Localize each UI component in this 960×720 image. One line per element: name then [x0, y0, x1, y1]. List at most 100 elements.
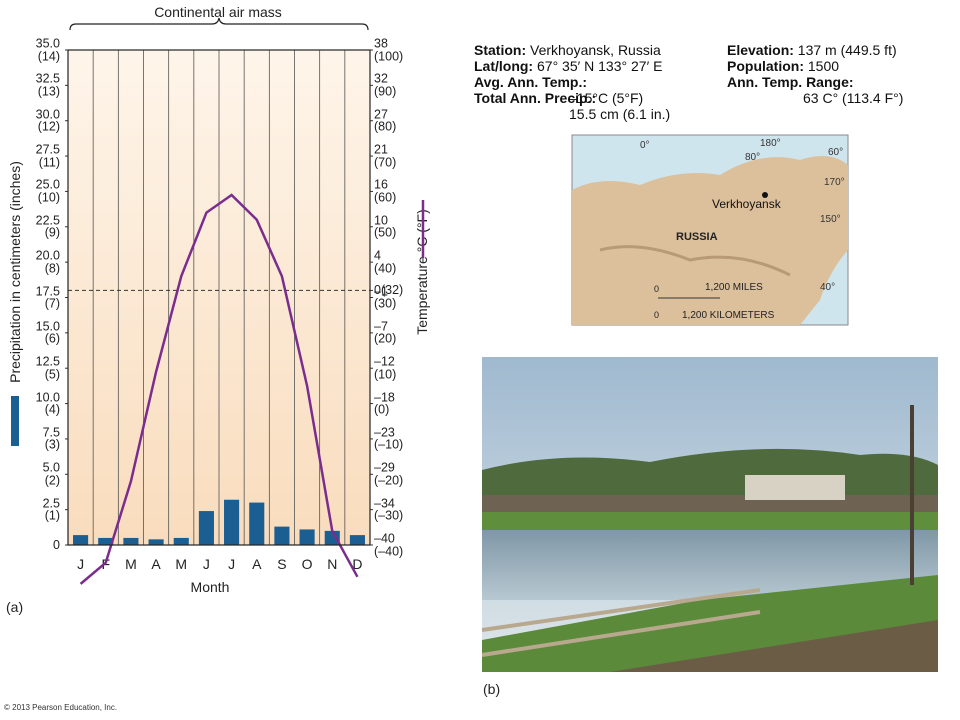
station-value: 15.5 cm (6.1 in.) — [569, 106, 671, 122]
bar — [173, 537, 189, 545]
station-label: Station: — [474, 42, 527, 58]
temperature-line — [79, 193, 359, 585]
bar — [299, 529, 315, 545]
station-label: Total Ann. Precip.: — [474, 90, 597, 106]
station-label: Elevation: — [727, 42, 794, 58]
copyright: © 2013 Pearson Education, Inc. — [4, 703, 117, 712]
map — [571, 134, 849, 326]
station-row: Avg. Ann. Temp.: — [474, 74, 587, 90]
x-tick-label: N — [327, 556, 337, 572]
x-axis-label: Month — [191, 579, 230, 595]
map-grid-label: 170° — [824, 177, 845, 188]
map-grid-label: 80° — [745, 152, 760, 163]
photo-bank — [482, 512, 938, 532]
y2-tick-label: –40 (–40) — [374, 531, 404, 558]
y-tick-label: 17.5 (7) — [35, 284, 60, 311]
y2-tick-label: –23 (–10) — [374, 425, 404, 452]
map-grid-label: 150° — [820, 214, 841, 225]
y2-tick-label: –29 (–20) — [374, 460, 404, 488]
map-scale-zero: 0 — [654, 284, 659, 294]
map-grid-label: 0° — [640, 140, 650, 151]
bar — [123, 537, 139, 545]
station-value: 1500 — [807, 58, 840, 74]
y2-tick-label: –1 (30) — [374, 284, 397, 311]
map-city-dot — [762, 192, 768, 198]
map-grid-label: 40° — [820, 282, 835, 293]
station-label: Population: — [727, 58, 804, 74]
y-tick-label: 20.0 (8) — [35, 248, 60, 276]
map-city: Verkhoyansk — [712, 197, 782, 211]
plot-frame — [67, 49, 371, 546]
y-tick-label: 12.5 (5) — [35, 354, 60, 382]
bar — [349, 535, 365, 545]
station-value: Verkhoyansk, Russia — [530, 42, 661, 58]
y2-tick-label: 16 (60) — [374, 177, 397, 205]
station-row: Station: Verkhoyansk, Russia — [474, 42, 661, 58]
y2-tick-label: 32 (90) — [374, 71, 397, 99]
photo-house — [745, 475, 845, 500]
y2-tick-label: –7 (20) — [374, 319, 397, 346]
y2-tick-label: 27 (80) — [374, 107, 397, 134]
panel-label: (b) — [483, 681, 500, 697]
y-tick-label: 7.5 (3) — [42, 425, 60, 452]
brace — [69, 17, 369, 31]
y2-tick-label: 38 (100) — [374, 36, 404, 63]
photo-path — [610, 620, 938, 672]
y2-axis-label: Temperature °C (°F) — [414, 209, 430, 335]
bar — [274, 526, 290, 545]
y-tick-label: 10.0 (4) — [35, 390, 60, 417]
map-scale-miles: 1,200 MILES — [705, 282, 763, 293]
x-tick-label: J — [77, 556, 84, 572]
x-tick-label: A — [151, 556, 161, 572]
y2-tick-label: –34 (–30) — [374, 496, 404, 523]
y2-tick-label: 4 (40) — [374, 248, 397, 276]
map-land — [572, 156, 848, 325]
photo — [481, 357, 938, 672]
bar — [249, 502, 265, 545]
station-label: Lat/long: — [474, 58, 534, 74]
x-tick-label: J — [228, 556, 235, 572]
precip-legend-key — [11, 396, 19, 446]
map-country: RUSSIA — [676, 231, 718, 243]
y-tick-label: 32.5 (13) — [35, 71, 60, 99]
photo-fence — [481, 588, 761, 657]
y-tick-label: 25.0 (10) — [35, 177, 60, 205]
station-row: Ann. Temp. Range: — [727, 74, 854, 90]
map-relief — [599, 245, 791, 277]
y2-tick-label: 0(32) — [374, 283, 404, 298]
photo-village — [482, 495, 938, 513]
bar — [324, 530, 340, 545]
y-tick-label: 0 — [53, 537, 60, 552]
bar — [224, 499, 240, 545]
station-row: Elevation: 137 m (449.5 ft) — [727, 42, 897, 58]
bar — [148, 539, 164, 545]
x-tick-label: M — [175, 556, 187, 572]
x-tick-label: S — [277, 556, 286, 572]
x-tick-label: M — [125, 556, 137, 572]
station-label: Avg. Ann. Temp.: — [474, 74, 588, 90]
map-scale-zero: 0 — [654, 310, 659, 320]
bar — [98, 537, 114, 545]
y-tick-label: 2.5 (1) — [42, 496, 60, 523]
station-value: –15°C (5°F) — [569, 90, 644, 106]
y-tick-label: 5.0 (2) — [42, 460, 60, 488]
y-tick-label: 15.0 (6) — [35, 319, 60, 346]
y-axis-label: Precipitation in centimeters (inches) — [7, 161, 23, 383]
x-tick-label: A — [252, 556, 262, 572]
station-row: Total Ann. Precip.: — [474, 90, 596, 106]
map-scale-km: 1,200 KILOMETERS — [682, 310, 775, 321]
y2-tick-label: 21 (70) — [374, 142, 397, 170]
bar — [198, 511, 214, 545]
map-grid-label: 180° — [760, 138, 781, 149]
bar — [73, 535, 89, 545]
map-grid-label: 60° — [828, 147, 843, 158]
station-row: Lat/long: 67° 35′ N 133° 27′ E — [474, 58, 662, 74]
station-value: 137 m (449.5 ft) — [797, 42, 897, 58]
station-value: 63 C° (113.4 F°) — [803, 90, 904, 106]
y2-tick-label: –18 (0) — [374, 390, 395, 417]
x-tick-label: D — [352, 556, 362, 572]
station-value: 67° 35′ N 133° 27′ E — [537, 58, 663, 74]
station-row: Population: 1500 — [727, 58, 839, 74]
y-tick-label: 30.0 (12) — [35, 107, 60, 134]
